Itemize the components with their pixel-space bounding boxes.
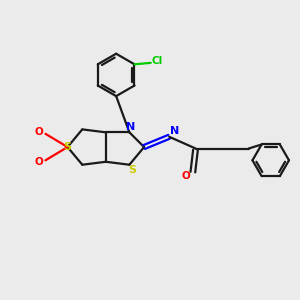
Text: O: O: [34, 127, 43, 137]
Text: O: O: [34, 157, 43, 167]
Text: N: N: [170, 126, 180, 136]
Text: S: S: [64, 142, 72, 152]
Text: Cl: Cl: [152, 56, 163, 66]
Text: N: N: [126, 122, 136, 132]
Text: S: S: [128, 165, 136, 175]
Text: O: O: [182, 172, 190, 182]
